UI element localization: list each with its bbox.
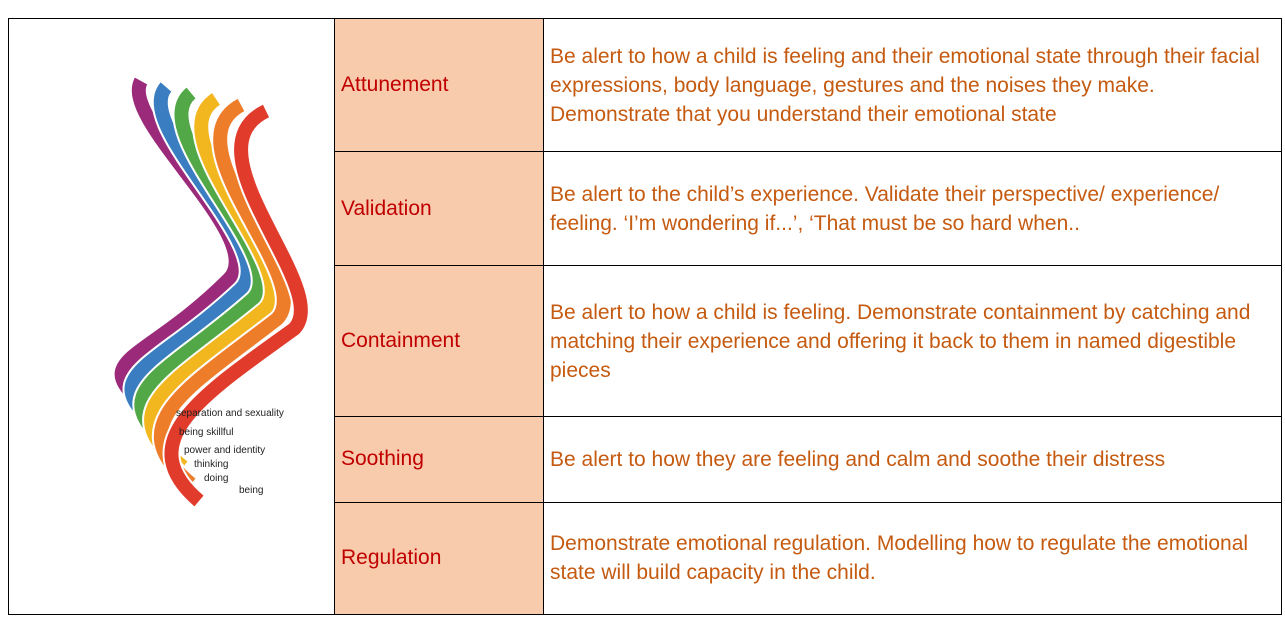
term: Containment	[334, 265, 544, 417]
description: Be alert to how a child is feeling. Demo…	[543, 265, 1282, 417]
stripe	[134, 87, 267, 456]
spiral-image: separation and sexuality being skillful po…	[112, 76, 310, 508]
approach-table: separation and sexuality being skillful po…	[8, 17, 1282, 616]
stripe-label: thinking	[194, 459, 228, 470]
stripe	[164, 104, 308, 507]
stripe	[124, 82, 255, 439]
stripe-label: doing	[204, 473, 228, 484]
table-row: Validation Be alert to the child’s experi…	[9, 151, 1282, 267]
stripe	[153, 98, 291, 490]
stripe-label: separation and sexuality	[176, 408, 284, 419]
stripe-label: being	[239, 485, 263, 496]
description: Be alert to how a child is feeling and t…	[543, 17, 1282, 153]
stripe-label: being skillful	[179, 427, 233, 438]
stripe-label: power and identity	[184, 445, 265, 456]
table-row: Soothing Be alert to how they are feeling…	[9, 415, 1282, 503]
stripe	[144, 93, 279, 473]
table-row: separation and sexuality being skillful po…	[8, 17, 1282, 615]
table-row: Regulation Demonstrate emotional regulati…	[9, 501, 1282, 616]
term: Regulation	[334, 501, 544, 616]
table-row: Containment Be alert to how a child is fe…	[9, 265, 1282, 417]
description: Demonstrate emotional regulation. Modell…	[543, 501, 1282, 616]
term: Soothing	[334, 415, 544, 503]
term: Validation	[334, 151, 544, 267]
stripe	[114, 77, 243, 422]
description: Be alert to how they are feeling and cal…	[543, 415, 1282, 503]
image-cell: separation and sexuality being skillful po…	[8, 18, 335, 615]
table-body: separation and sexuality being skillful po…	[8, 17, 1282, 616]
description: Be alert to the child’s experience. Vali…	[543, 151, 1282, 267]
term: Attunement	[334, 17, 544, 153]
